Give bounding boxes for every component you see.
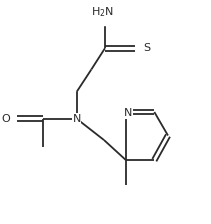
Text: S: S (143, 43, 150, 53)
Text: N: N (73, 114, 81, 124)
Text: O: O (1, 114, 10, 124)
Text: H$_2$N: H$_2$N (91, 5, 114, 19)
Text: N: N (124, 108, 132, 118)
